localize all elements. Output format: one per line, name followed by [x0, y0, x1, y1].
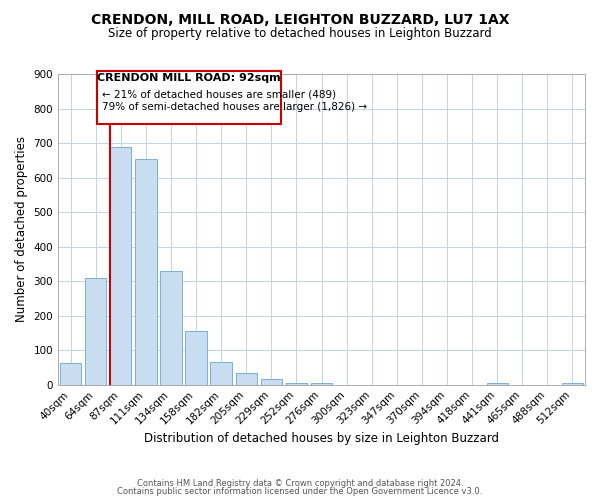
X-axis label: Distribution of detached houses by size in Leighton Buzzard: Distribution of detached houses by size …	[144, 432, 499, 445]
Bar	[160, 271, 182, 384]
Bar	[236, 372, 257, 384]
Bar	[135, 158, 157, 384]
Text: Contains HM Land Registry data © Crown copyright and database right 2024.: Contains HM Land Registry data © Crown c…	[137, 478, 463, 488]
Bar	[85, 278, 106, 384]
Bar	[260, 378, 282, 384]
Bar	[110, 146, 131, 384]
Text: CRENDON MILL ROAD: 92sqm: CRENDON MILL ROAD: 92sqm	[97, 73, 281, 83]
Bar	[311, 383, 332, 384]
Text: Size of property relative to detached houses in Leighton Buzzard: Size of property relative to detached ho…	[108, 28, 492, 40]
Bar	[487, 383, 508, 384]
Bar	[185, 331, 207, 384]
Bar	[60, 363, 81, 384]
Bar	[211, 362, 232, 384]
Text: CRENDON, MILL ROAD, LEIGHTON BUZZARD, LU7 1AX: CRENDON, MILL ROAD, LEIGHTON BUZZARD, LU…	[91, 12, 509, 26]
Text: Contains public sector information licensed under the Open Government Licence v3: Contains public sector information licen…	[118, 487, 482, 496]
Bar	[562, 383, 583, 384]
Bar	[286, 383, 307, 384]
Y-axis label: Number of detached properties: Number of detached properties	[15, 136, 28, 322]
Text: 79% of semi-detached houses are larger (1,826) →: 79% of semi-detached houses are larger (…	[102, 102, 367, 112]
Text: ← 21% of detached houses are smaller (489): ← 21% of detached houses are smaller (48…	[102, 90, 336, 100]
